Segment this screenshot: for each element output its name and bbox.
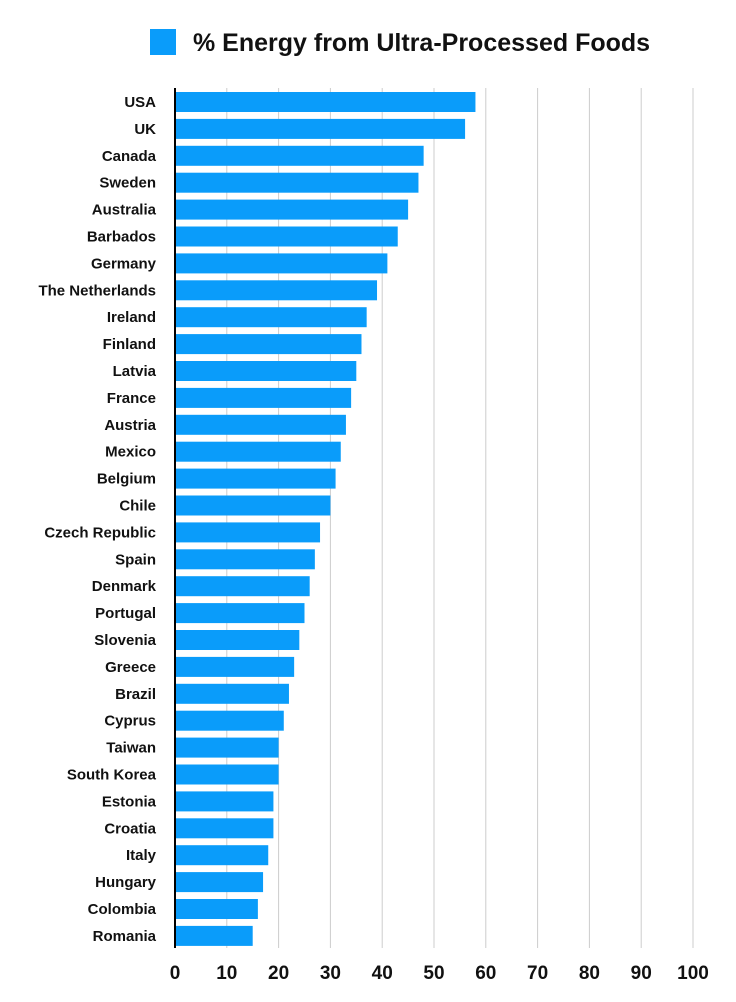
bar-the-netherlands bbox=[175, 280, 378, 301]
category-label-ireland: Ireland bbox=[107, 309, 156, 326]
bar-estonia bbox=[175, 791, 274, 812]
x-tick-label-100: 100 bbox=[677, 963, 709, 984]
bar-finland bbox=[175, 334, 362, 355]
x-tick-label-20: 20 bbox=[268, 963, 289, 984]
category-label-france: France bbox=[107, 390, 156, 407]
category-label-taiwan: Taiwan bbox=[106, 740, 156, 757]
category-label-slovenia: Slovenia bbox=[94, 632, 156, 649]
x-axis-tick-labels: 0 10 20 30 40 50 60 70 80 90 100 bbox=[170, 963, 709, 984]
bar-colombia bbox=[175, 899, 258, 919]
bar-hungary bbox=[175, 872, 264, 893]
x-tick-label-10: 10 bbox=[216, 963, 237, 984]
category-label-brazil: Brazil bbox=[115, 686, 156, 703]
category-label-estonia: Estonia bbox=[102, 793, 157, 810]
bar-uk bbox=[175, 118, 466, 139]
category-label-italy: Italy bbox=[126, 847, 157, 864]
bar-south-korea bbox=[175, 764, 279, 785]
bar-chile bbox=[175, 495, 331, 516]
bar-cyprus bbox=[175, 710, 284, 731]
legend: % Energy from Ultra-Processed Foods bbox=[150, 29, 650, 57]
bar-slovenia bbox=[175, 630, 300, 650]
bar-greece bbox=[175, 656, 295, 677]
category-label-cyprus: Cyprus bbox=[104, 713, 156, 730]
legend-swatch bbox=[150, 29, 176, 55]
bar-barbados bbox=[175, 226, 398, 247]
bars bbox=[175, 92, 476, 946]
category-label-south-korea: South Korea bbox=[67, 767, 157, 784]
bar-italy bbox=[175, 845, 269, 866]
bar-germany bbox=[175, 253, 388, 274]
category-labels: USA UK Canada Sweden Australia Barbados German… bbox=[38, 94, 156, 945]
bar-romania bbox=[175, 925, 253, 946]
x-tick-label-70: 70 bbox=[527, 963, 548, 984]
bar-ireland bbox=[175, 307, 367, 328]
bar-mexico bbox=[175, 441, 341, 462]
category-label-australia: Australia bbox=[92, 202, 157, 219]
category-label-portugal: Portugal bbox=[95, 605, 156, 622]
bar-austria bbox=[175, 414, 346, 435]
category-label-uk: UK bbox=[134, 121, 156, 138]
category-label-mexico: Mexico bbox=[105, 444, 156, 461]
bar-sweden bbox=[175, 172, 419, 193]
category-label-usa: USA bbox=[124, 94, 156, 111]
bar-taiwan bbox=[175, 737, 279, 758]
bar-australia bbox=[175, 199, 409, 220]
bar-france bbox=[175, 387, 352, 408]
x-tick-label-60: 60 bbox=[475, 963, 496, 984]
category-label-chile: Chile bbox=[119, 498, 156, 515]
category-label-barbados: Barbados bbox=[87, 229, 156, 246]
bar-brazil bbox=[175, 683, 289, 704]
x-tick-label-90: 90 bbox=[631, 963, 652, 984]
category-label-greece: Greece bbox=[105, 659, 156, 676]
category-label-spain: Spain bbox=[115, 551, 156, 568]
bar-belgium bbox=[175, 468, 336, 489]
bar-denmark bbox=[175, 576, 310, 597]
category-label-austria: Austria bbox=[104, 417, 156, 434]
bar-latvia bbox=[175, 361, 357, 381]
bar-spain bbox=[175, 549, 315, 570]
bar-czech-republic bbox=[175, 522, 321, 543]
category-label-belgium: Belgium bbox=[97, 471, 156, 488]
category-label-latvia: Latvia bbox=[113, 363, 157, 380]
bar-croatia bbox=[175, 818, 274, 839]
category-label-the-netherlands: The Netherlands bbox=[38, 282, 156, 299]
category-label-hungary: Hungary bbox=[95, 874, 157, 891]
category-label-germany: Germany bbox=[91, 255, 157, 272]
category-label-sweden: Sweden bbox=[99, 175, 156, 192]
category-label-czech-republic: Czech Republic bbox=[44, 524, 156, 541]
legend-label: % Energy from Ultra-Processed Foods bbox=[193, 29, 650, 57]
category-label-denmark: Denmark bbox=[92, 578, 157, 595]
category-label-finland: Finland bbox=[103, 336, 156, 353]
x-tick-label-30: 30 bbox=[320, 963, 341, 984]
bar-usa bbox=[175, 92, 476, 112]
x-tick-label-80: 80 bbox=[579, 963, 600, 984]
x-tick-label-40: 40 bbox=[372, 963, 393, 984]
bar-portugal bbox=[175, 603, 305, 624]
x-tick-label-50: 50 bbox=[423, 963, 444, 984]
category-label-croatia: Croatia bbox=[104, 820, 156, 837]
bar-canada bbox=[175, 145, 424, 166]
category-label-romania: Romania bbox=[93, 928, 157, 945]
category-label-canada: Canada bbox=[102, 148, 157, 165]
category-label-colombia: Colombia bbox=[88, 901, 157, 918]
x-tick-label-0: 0 bbox=[170, 963, 181, 984]
